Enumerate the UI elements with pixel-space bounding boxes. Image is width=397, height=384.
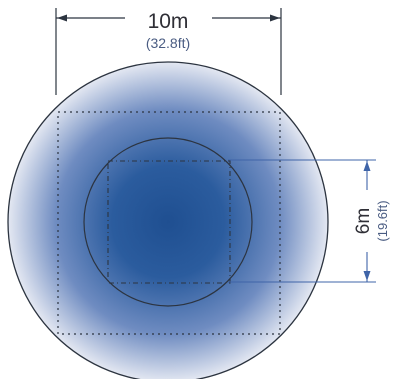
outer-dimension-label: 10m xyxy=(148,10,189,33)
inner-coverage-circle xyxy=(83,137,253,307)
outer-dimension-sublabel: (32.8ft) xyxy=(146,35,190,51)
inner-dimension-bottom-arrow xyxy=(363,271,371,281)
inner-dimension-label: 6m xyxy=(353,208,374,234)
outer-dimension-right-arrow xyxy=(270,14,280,22)
inner-coverage-square xyxy=(107,160,231,284)
inner-dimension-top-arrow xyxy=(363,161,371,171)
inner-dimension xyxy=(228,159,376,283)
outer-dimension-left-arrow xyxy=(57,14,67,22)
outer-dimension xyxy=(55,8,282,95)
inner-dimension-sublabel: (19.6ft) xyxy=(375,200,390,241)
